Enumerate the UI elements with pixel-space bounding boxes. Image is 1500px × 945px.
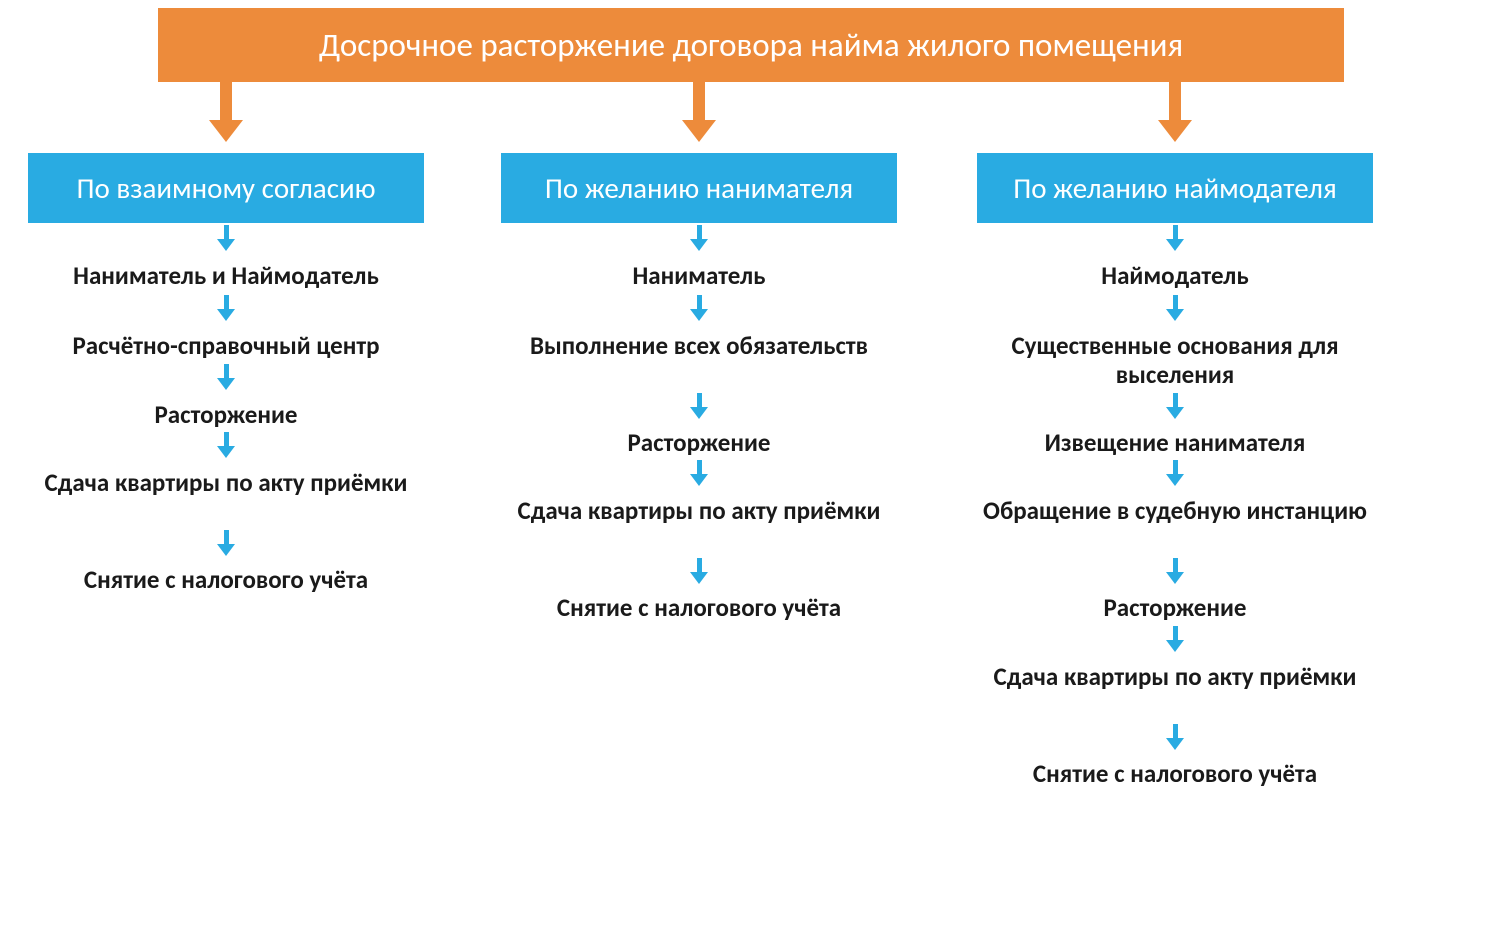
branch-0-step-3: Сдача квартиры по акту приёмки	[26, 469, 426, 498]
branch-2-arrow-0	[1166, 225, 1184, 251]
branch-2-step-6: Снятие с налогового учёта	[975, 760, 1375, 789]
branch-1-arrow-2	[690, 393, 708, 419]
branch-header-1: По желанию нанимателя	[501, 153, 897, 223]
branch-1-step-3: Сдача квартиры по акту приёмки	[499, 497, 899, 526]
branch-1-step-2: Расторжение	[499, 429, 899, 458]
branch-header-2: По желанию наймодателя	[977, 153, 1373, 223]
branch-2-step-3: Обращение в судебную инстанцию	[975, 497, 1375, 526]
branch-1-step-1: Выполнение всех обязательств	[499, 332, 899, 361]
branch-2-arrow-4	[1166, 558, 1184, 584]
root-node: Досрочное расторжение договора найма жил…	[158, 8, 1344, 82]
branch-0-arrow-2	[217, 364, 235, 390]
branch-0-step-4: Снятие с налогового учёта	[26, 566, 426, 595]
branch-2-arrow-2	[1166, 393, 1184, 419]
branch-2-step-1: Существенные основания для выселения	[975, 332, 1375, 390]
root-arrow-1	[682, 82, 716, 142]
branch-1-arrow-3	[690, 460, 708, 486]
branch-1-arrow-1	[690, 295, 708, 321]
root-arrow-2	[1158, 82, 1192, 142]
branch-header-0: По взаимному согласию	[28, 153, 424, 223]
branch-0-arrow-1	[217, 295, 235, 321]
branch-2-step-4: Расторжение	[975, 594, 1375, 623]
branch-0-arrow-3	[217, 432, 235, 458]
branch-1-arrow-0	[690, 225, 708, 251]
branch-2-step-2: Извещение нанимателя	[975, 429, 1375, 458]
branch-0-arrow-0	[217, 225, 235, 251]
branch-2-arrow-5	[1166, 626, 1184, 652]
branch-2-arrow-1	[1166, 295, 1184, 321]
root-arrow-0	[209, 82, 243, 142]
branch-0-step-2: Расторжение	[26, 401, 426, 430]
branch-0-step-1: Расчётно-справочный центр	[26, 332, 426, 361]
branch-0-step-0: Наниматель и Наймодатель	[26, 262, 426, 291]
branch-1-arrow-4	[690, 558, 708, 584]
branch-2-step-5: Сдача квартиры по акту приёмки	[975, 663, 1375, 692]
branch-2-arrow-6	[1166, 724, 1184, 750]
branch-2-step-0: Наймодатель	[975, 262, 1375, 291]
branch-0-arrow-4	[217, 530, 235, 556]
branch-2-arrow-3	[1166, 460, 1184, 486]
branch-1-step-0: Наниматель	[499, 262, 899, 291]
branch-1-step-4: Снятие с налогового учёта	[499, 594, 899, 623]
